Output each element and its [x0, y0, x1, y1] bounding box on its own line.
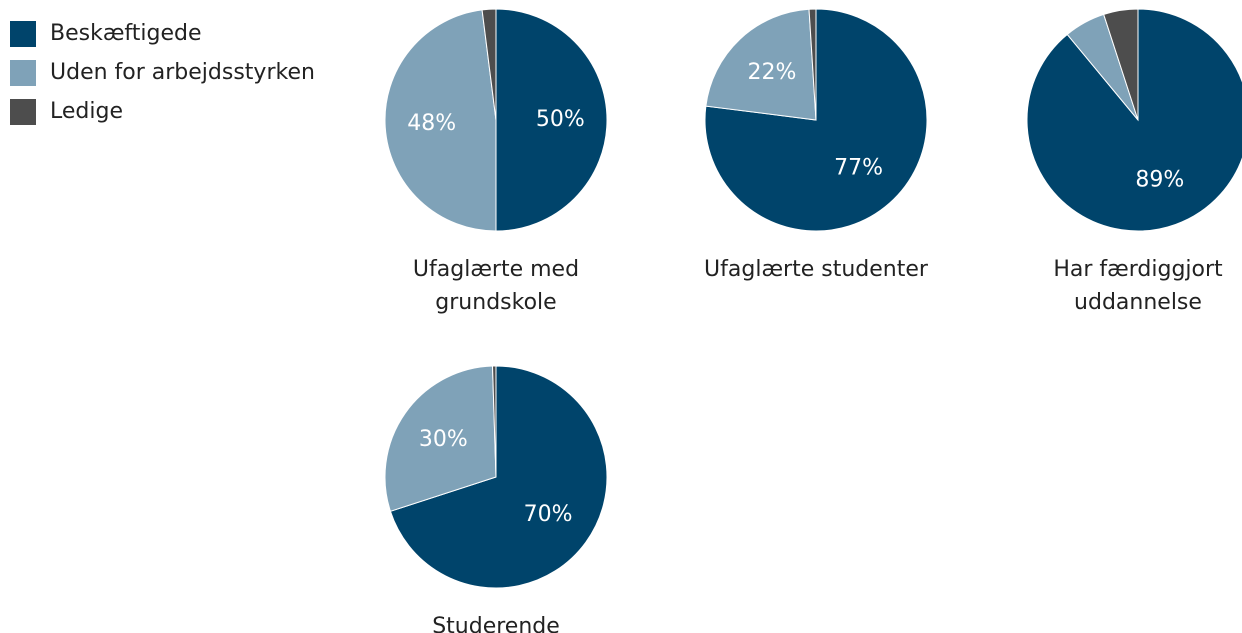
legend-label: Beskæftigede [50, 21, 202, 46]
pie-title: Ufaglærte med [413, 257, 579, 282]
pie-title: Studerende [432, 614, 560, 633]
legend-swatch [10, 21, 36, 47]
pie-title: grundskole [435, 290, 556, 315]
value-label: 89% [1135, 168, 1184, 193]
pie-title: Har færdiggjort [1053, 257, 1223, 282]
value-label: 22% [747, 60, 796, 85]
value-label: 30% [419, 427, 468, 452]
pie-title: uddannelse [1074, 290, 1202, 315]
pie-slice [495, 8, 608, 232]
pie-slice [491, 365, 497, 478]
legend-swatch [10, 99, 36, 125]
legend-label: Ledige [50, 99, 123, 124]
pie-slice [481, 8, 497, 121]
pie-slice [384, 9, 497, 232]
value-label: 77% [834, 155, 883, 180]
legend-label: Uden for arbejdsstyrken [50, 60, 315, 85]
legend-swatch [10, 60, 36, 86]
pie-slice [384, 365, 497, 512]
value-label: 48% [407, 111, 456, 136]
pie-title: Ufaglærte studenter [704, 257, 929, 282]
pie-slice [1026, 8, 1242, 232]
pie-slice [1103, 8, 1139, 121]
pie-slice [389, 365, 608, 589]
pie-slice [705, 8, 817, 121]
value-label: 70% [524, 502, 573, 527]
value-label: 50% [536, 107, 585, 132]
pie-slice [808, 8, 817, 121]
